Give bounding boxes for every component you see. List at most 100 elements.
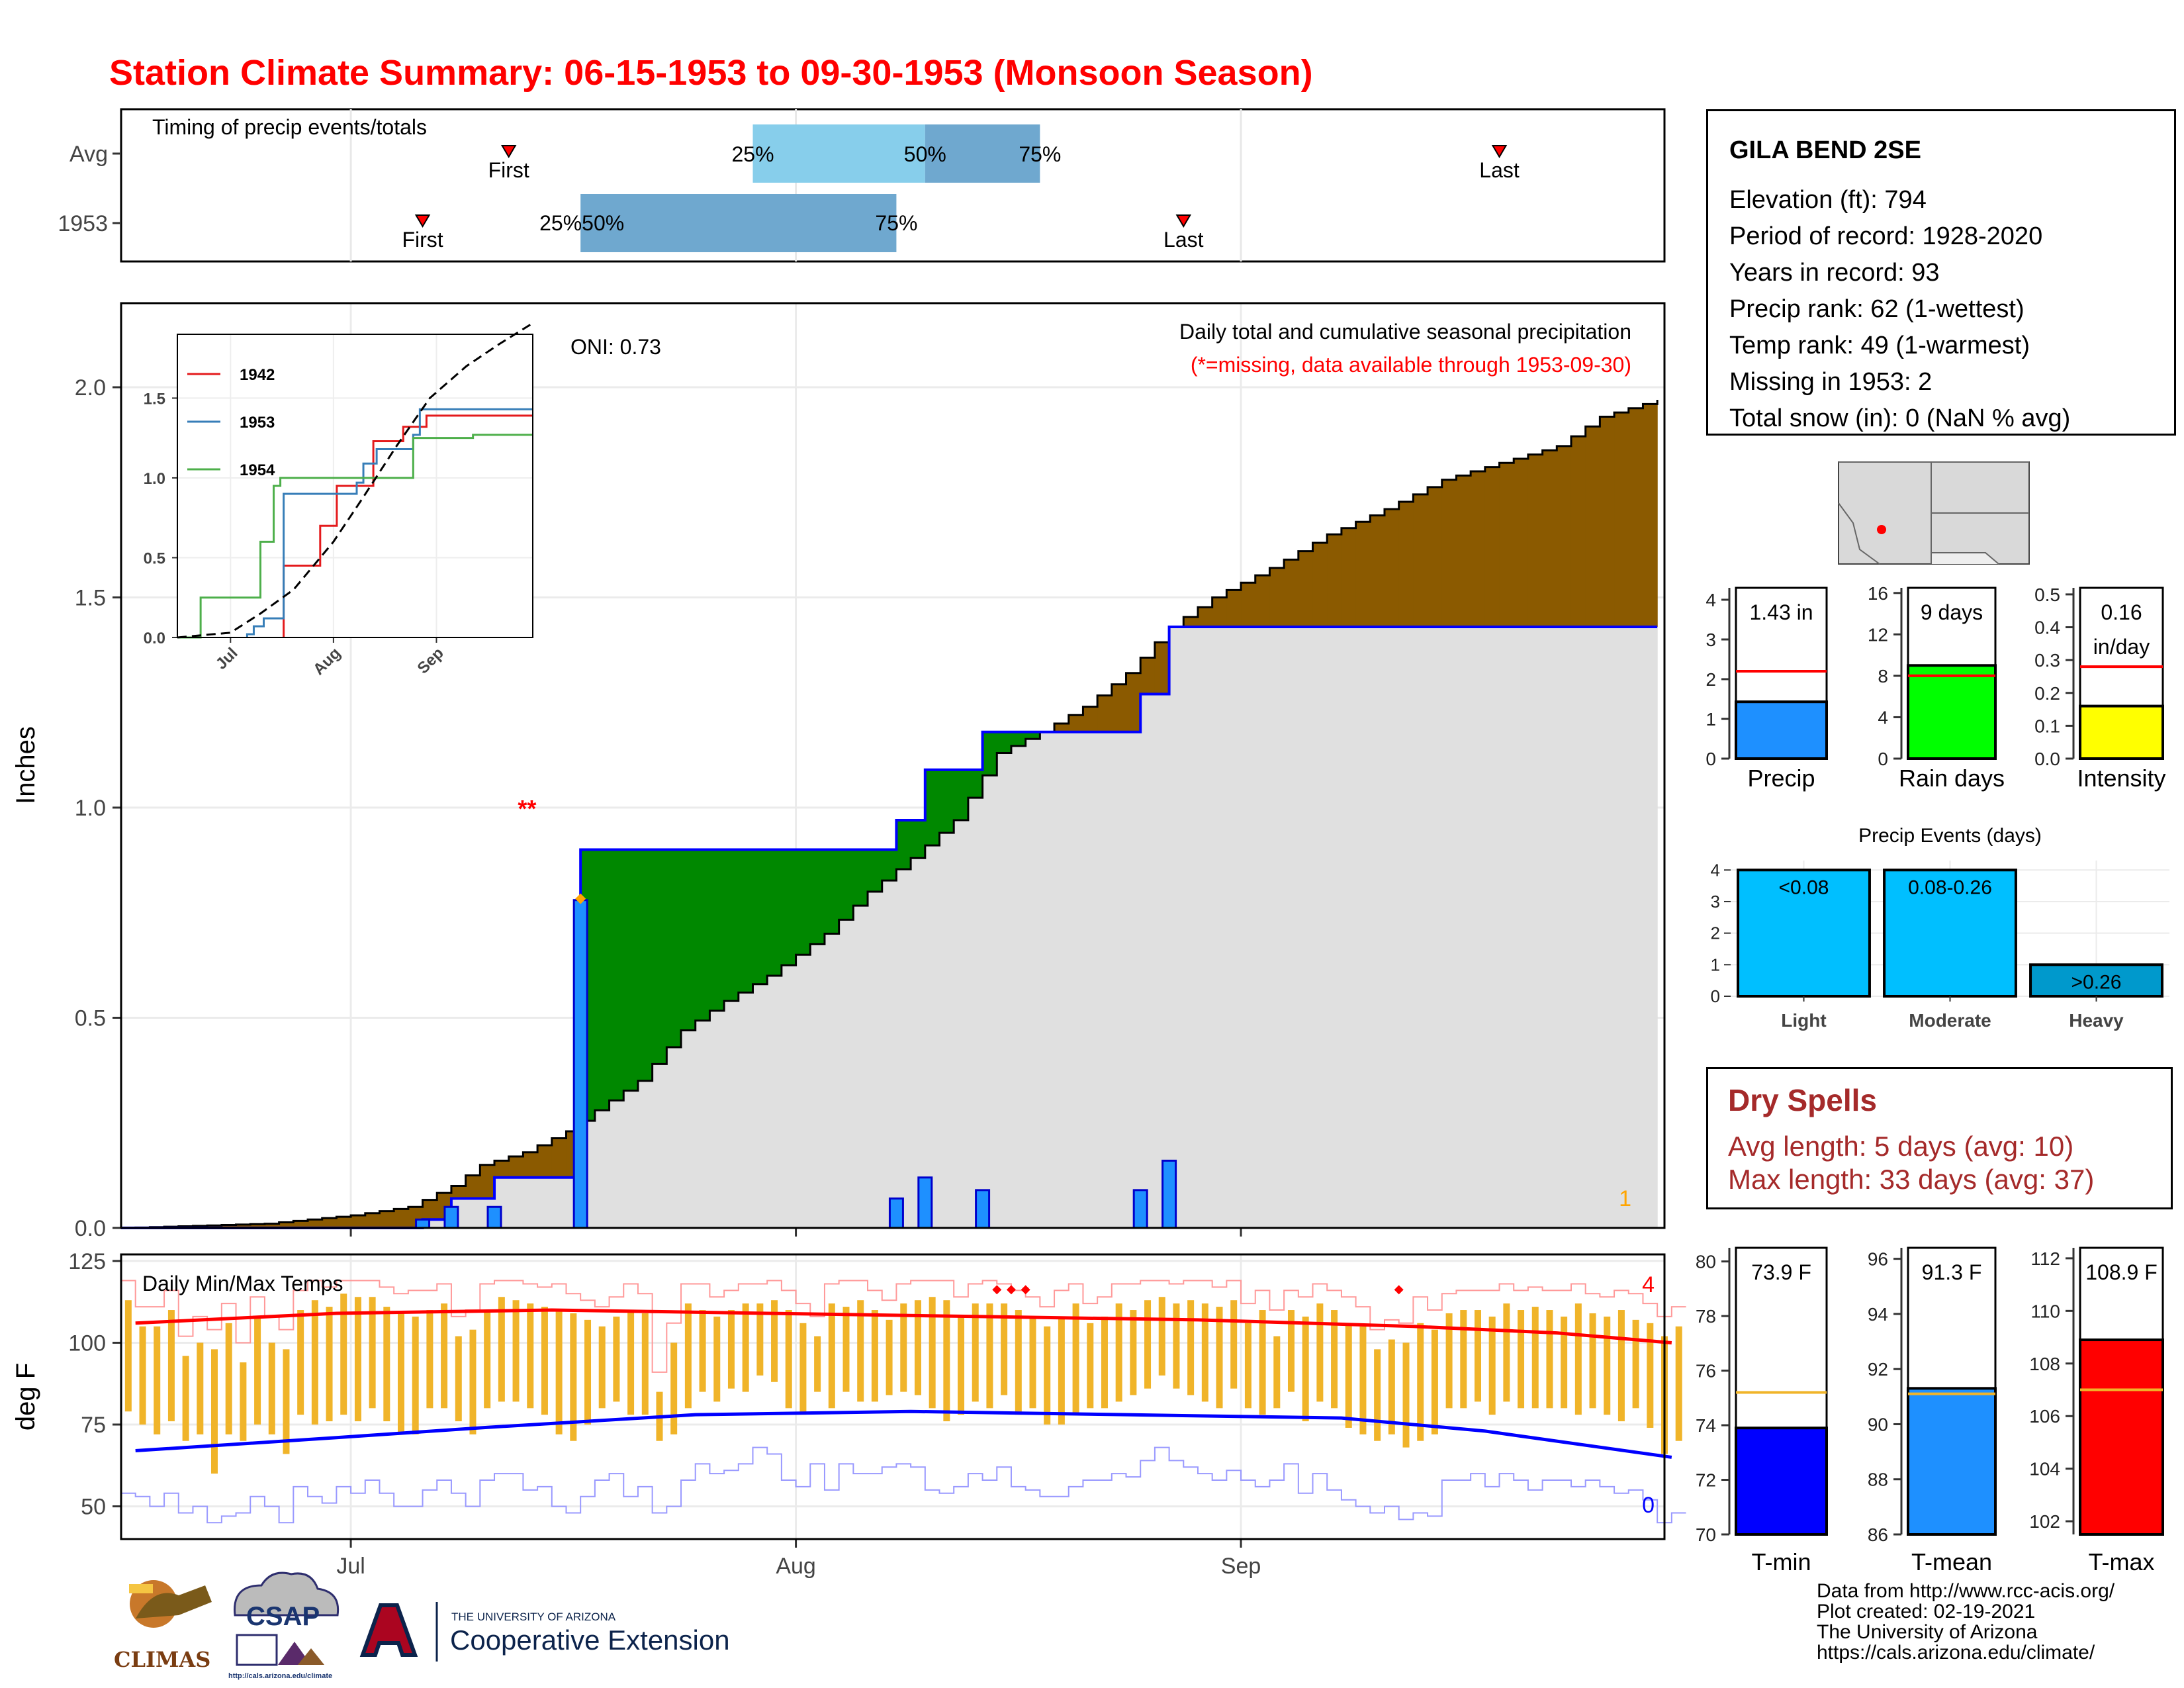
locator-map <box>1838 461 2030 565</box>
temps-frame <box>120 1253 1666 1540</box>
daily-precip-bar <box>888 1197 904 1229</box>
precip-events-bar-label: <0.08 <box>1779 876 1829 898</box>
precip-events-category-label: Moderate <box>1909 1010 1991 1031</box>
normal-area-segment <box>1484 626 1500 1228</box>
normal-area-segment <box>939 833 954 1228</box>
daily-temp-range-bar <box>641 1313 649 1415</box>
daily-temp-range-bar <box>283 1349 290 1454</box>
precip-total-bar-ytick-label: 0 <box>1706 749 1716 769</box>
below-normal-area-segment <box>1471 471 1486 627</box>
timing-avg-p50-label: 50% <box>904 142 946 166</box>
main-ytick-label: 1.0 <box>75 796 106 821</box>
tmean-bar-ytick-label: 88 <box>1868 1470 1888 1490</box>
precip-total-bar-ytick-label: 3 <box>1706 630 1716 650</box>
avg-cumulative-line <box>121 400 1659 1229</box>
timing-avg-last-marker <box>1491 145 1508 158</box>
below-normal-area-segment <box>1284 559 1299 627</box>
normal-area-segment <box>1413 626 1428 1228</box>
intensity-bar-total-frame <box>2079 586 2164 708</box>
inset-series-1942 <box>283 414 533 637</box>
normal-area-segment <box>752 984 768 1228</box>
normal-area-segment <box>1226 626 1242 1228</box>
inset-ytick-label: 1.0 <box>144 470 165 488</box>
station-period: Period of record: 1928-2020 <box>1729 222 2043 250</box>
precip-events-ytick-label: 1 <box>1711 955 1720 974</box>
daily-temp-range-bar <box>527 1303 534 1409</box>
tmin-bar-total-frame <box>1735 1246 1828 1429</box>
below-normal-area-segment <box>523 1152 538 1178</box>
normal-area-segment <box>896 869 911 1228</box>
above-normal-area-segment <box>896 820 911 870</box>
normal-area-segment <box>781 965 797 1228</box>
station-temp-rank: Temp rank: 49 (1-warmest) <box>1729 332 2030 359</box>
precip-events-bar <box>1737 868 1871 998</box>
below-normal-area-segment <box>1111 684 1127 732</box>
rain-days-bar-ytick-label: 12 <box>1868 624 1888 645</box>
daily-temp-range-bar <box>1474 1310 1481 1402</box>
daily-temp-range-bar <box>1044 1326 1051 1425</box>
dry-spells-title: Dry Spells <box>1728 1083 1877 1117</box>
daily-temp-range-bar <box>197 1342 204 1434</box>
temps-xtick-label: Sep <box>1221 1554 1261 1579</box>
below-normal-area-segment <box>1600 416 1615 627</box>
daily-temp-range-bar <box>441 1303 448 1409</box>
record-low-line <box>121 1446 1686 1524</box>
climas-logo: CLIMAS <box>114 1580 212 1672</box>
tmax-bar-ytick-label: 104 <box>2029 1459 2060 1479</box>
normal-area-segment <box>1169 626 1184 1228</box>
credits-data-source: Data from http://www.rcc-acis.org/ <box>1817 1580 2115 1602</box>
above-normal-area-segment <box>695 849 711 1021</box>
below-normal-area-segment <box>1570 436 1586 627</box>
normal-area-segment <box>724 1001 739 1228</box>
inset-legend-label: 1954 <box>240 461 275 479</box>
below-normal-area-segment <box>494 1160 510 1178</box>
map-state-borders <box>1839 461 2029 564</box>
timing-avg-p75-label: 75% <box>1019 142 1061 166</box>
missing-data-marker: ** <box>518 795 536 822</box>
tmax-bar-value-bar <box>2079 1338 2164 1536</box>
above-normal-area-segment <box>594 849 610 1111</box>
below-normal-area-segment <box>1527 454 1543 627</box>
above-normal-area-segment <box>839 849 854 920</box>
record-high-marker <box>992 1285 1002 1295</box>
figure-title: Station Climate Summary: 06-15-1953 to 0… <box>109 53 1313 93</box>
rain-days-bar-total-frame <box>1907 586 1997 667</box>
csap-logo: CSAP http://cals.arizona.edu/climate <box>228 1571 340 1680</box>
tmean-bar-ytick-label: 94 <box>1868 1304 1888 1325</box>
below-normal-area-segment <box>1255 575 1271 627</box>
below-normal-area-segment <box>279 1222 294 1228</box>
normal-area-segment <box>1154 694 1170 1228</box>
daily-temp-range-bar <box>1015 1310 1022 1415</box>
daily-temp-range-bar <box>1072 1303 1079 1415</box>
precip-events-category-label: Heavy <box>2069 1010 2124 1031</box>
station-missing: Missing in 1953: 2 <box>1729 368 1933 396</box>
daily-temp-range-bar <box>986 1303 993 1409</box>
above-normal-area-segment <box>824 849 840 934</box>
below-normal-area-segment <box>1226 590 1242 627</box>
daily-temp-range-bar <box>1302 1316 1309 1422</box>
normal-area-segment <box>839 919 854 1228</box>
precip-total-bar-value-bar <box>1735 700 1828 760</box>
tmean-bar-value-bar <box>1907 1387 1997 1536</box>
normal-area-segment <box>1054 731 1069 1228</box>
daily-temp-range-bar <box>225 1323 232 1434</box>
daily-temp-range-bar <box>326 1307 333 1422</box>
normal-area-segment <box>810 944 825 1228</box>
precip-events-panel: Precip Events (days) 0 1 2 3 4 <0.08 Light 0.08-… <box>1711 825 2169 1031</box>
oni-label: ONI: 0.73 <box>570 335 661 359</box>
tmin-bar-value-label: 73.9 F <box>1751 1260 1811 1284</box>
station-name: GILA BEND 2SE <box>1729 136 1921 164</box>
normal-area-segment <box>968 798 983 1228</box>
avg-min-temp-line <box>135 1409 1672 1459</box>
normal-area-segment <box>1441 626 1457 1228</box>
normal-area-segment <box>982 775 997 1228</box>
daily-temp-range-bar <box>1173 1303 1180 1389</box>
daily-temp-range-bar <box>972 1303 979 1402</box>
above-normal-area-segment <box>954 769 969 821</box>
above-normal-area-segment <box>652 849 667 1064</box>
above-normal-area-segment <box>609 849 624 1101</box>
record-high-marker <box>1021 1285 1030 1295</box>
normal-area-segment <box>1398 626 1414 1228</box>
timing-row-label: Avg <box>69 142 108 167</box>
